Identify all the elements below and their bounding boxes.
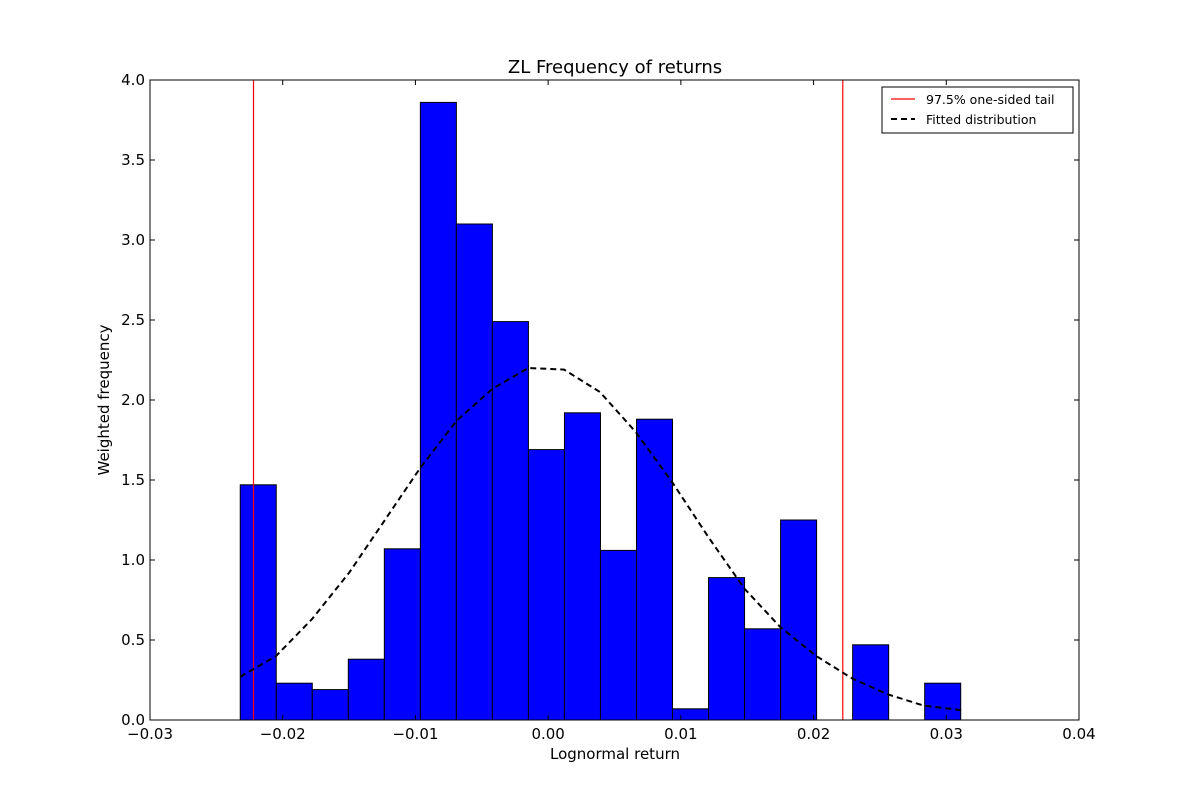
legend: 97.5% one-sided tail Fitted distribution [881,86,1074,134]
histogram-bar [635,418,674,721]
histogram-bar [599,549,637,721]
histogram-bar [708,577,746,721]
x-axis-label: Lognormal return [550,745,680,763]
histogram-bar [563,412,601,721]
histogram-bar [311,689,349,721]
histogram-bar [527,449,565,721]
y-tick-label: 1.0 [121,551,145,569]
histogram-bar [383,548,421,721]
histogram-bar [275,682,313,721]
histogram-bar [672,708,710,721]
x-tick-label: −0.03 [127,725,173,743]
x-tick-label: 0.02 [797,725,830,743]
legend-label-fitted: Fitted distribution [926,112,1036,127]
histogram-bar [744,628,782,721]
x-tick-label: 0.01 [664,725,697,743]
histogram-bar [924,682,962,721]
bars-layer [239,101,962,721]
y-tick-label: 2.0 [121,391,145,409]
histogram-bar [780,519,818,721]
fitted-distribution-line [239,366,964,712]
legend-box [881,86,1074,134]
y-tick-label: 3.0 [121,231,145,249]
lines-layer [239,80,964,720]
x-tick-label: 0.03 [930,725,963,743]
y-tick-label: 4.0 [121,71,145,89]
histogram-bar [852,644,890,721]
histogram-bar [239,484,277,721]
x-tick-label: 0.00 [531,725,564,743]
y-tick-label: 1.5 [121,471,145,489]
ticks-layer: −0.03 −0.02 −0.01 0.00 0.01 0.02 0.03 0.04 0.0 0.… [121,71,1096,743]
y-tick-label: 3.5 [121,151,145,169]
histogram-bar [455,223,493,721]
histogram-bar [347,658,385,721]
histogram-bar [491,321,529,721]
x-tick-label: −0.02 [260,725,306,743]
y-tick-label: 2.5 [121,311,145,329]
histogram-bar [419,101,457,721]
y-tick-label: 0.5 [121,631,145,649]
chart-title: ZL Frequency of returns [508,57,722,78]
y-axis-label: Weighted frequency [95,324,113,475]
x-tick-label: 0.04 [1062,725,1095,743]
y-tick-label: 0.0 [121,711,145,729]
legend-label-tail: 97.5% one-sided tail [926,92,1054,107]
x-tick-label: −0.01 [392,725,438,743]
